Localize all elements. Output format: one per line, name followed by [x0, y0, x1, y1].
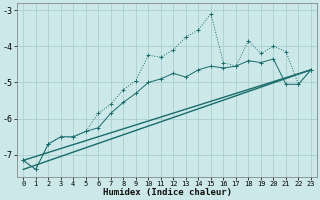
X-axis label: Humidex (Indice chaleur): Humidex (Indice chaleur) [103, 188, 232, 197]
